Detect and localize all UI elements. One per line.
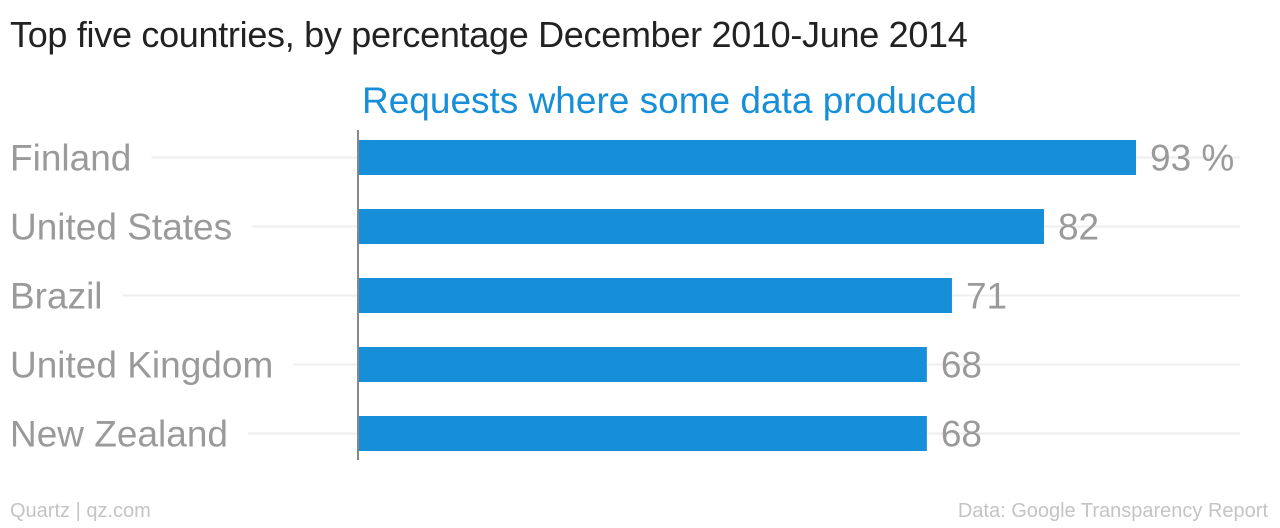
bar: [358, 278, 952, 313]
category-label: United States: [10, 207, 232, 248]
bar: [358, 140, 1136, 175]
category-label: Brazil: [10, 276, 103, 317]
series-legend-label: Requests where some data produced: [362, 80, 977, 121]
value-label: 82: [1058, 207, 1099, 248]
category-label: New Zealand: [10, 414, 228, 455]
bar: [358, 209, 1044, 244]
footer-source-right: Data: Google Transparency Report: [957, 500, 1268, 522]
labels: Finland 93 % United States 82 Brazil 71 United…: [10, 138, 1234, 455]
value-label: 93 %: [1150, 138, 1234, 179]
bar: [358, 347, 927, 382]
footer-source-left: Quartz | qz.com: [10, 500, 151, 522]
value-label: 68: [941, 414, 982, 455]
value-label: 71: [966, 276, 1007, 317]
value-label: 68: [941, 345, 982, 386]
bar: [358, 416, 927, 451]
category-label: United Kingdom: [10, 345, 273, 386]
chart-title: Top five countries, by percentage Decemb…: [10, 14, 968, 55]
bars: [358, 140, 1136, 451]
category-label: Finland: [10, 138, 131, 179]
